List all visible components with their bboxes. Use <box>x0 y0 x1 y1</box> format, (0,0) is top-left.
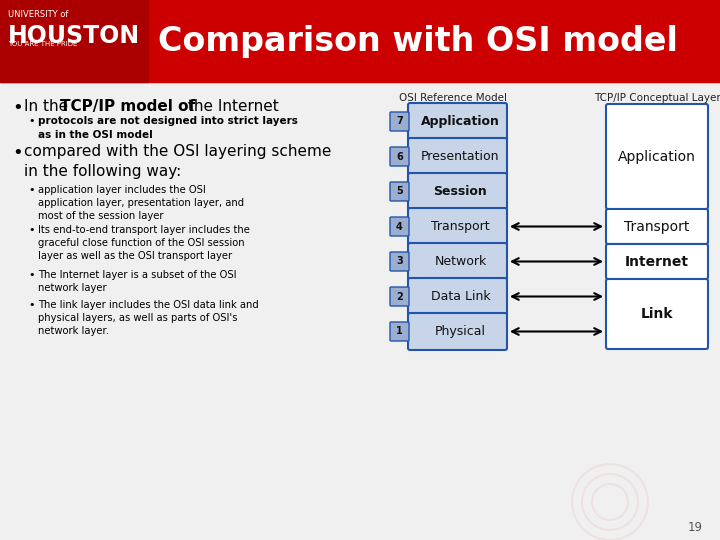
FancyBboxPatch shape <box>390 182 409 201</box>
Text: application layer includes the OSI
application layer, presentation layer, and
mo: application layer includes the OSI appli… <box>38 185 244 221</box>
Text: 3: 3 <box>396 256 403 267</box>
Text: TCP/IP Conceptual Layers: TCP/IP Conceptual Layers <box>594 93 720 103</box>
Text: •: • <box>28 116 35 126</box>
Text: 6: 6 <box>396 152 403 161</box>
Text: Application: Application <box>618 150 696 164</box>
Text: Its end-to-end transport layer includes the
graceful close function of the OSI s: Its end-to-end transport layer includes … <box>38 225 250 261</box>
FancyBboxPatch shape <box>390 287 409 306</box>
Text: The link layer includes the OSI data link and
physical layers, as well as parts : The link layer includes the OSI data lin… <box>38 300 258 336</box>
FancyBboxPatch shape <box>408 278 507 315</box>
FancyBboxPatch shape <box>390 217 409 236</box>
Text: Application: Application <box>421 115 500 128</box>
Text: Comparison with OSI model: Comparison with OSI model <box>158 24 678 57</box>
Text: Transport: Transport <box>624 219 690 233</box>
Text: TCP/IP model of: TCP/IP model of <box>60 99 195 114</box>
Text: •: • <box>12 144 23 162</box>
FancyBboxPatch shape <box>390 147 409 166</box>
Text: UNIVERSITY of: UNIVERSITY of <box>8 10 68 19</box>
Text: •: • <box>28 300 35 310</box>
Text: compared with the OSI layering scheme
in the following way:: compared with the OSI layering scheme in… <box>24 144 331 179</box>
Text: Data Link: Data Link <box>431 290 490 303</box>
Text: •: • <box>28 185 35 195</box>
FancyBboxPatch shape <box>408 138 507 175</box>
FancyBboxPatch shape <box>390 112 409 131</box>
Text: 1: 1 <box>396 327 403 336</box>
Text: 7: 7 <box>396 117 403 126</box>
Text: Session: Session <box>433 185 487 198</box>
Text: Physical: Physical <box>435 325 486 338</box>
FancyBboxPatch shape <box>390 252 409 271</box>
FancyBboxPatch shape <box>408 208 507 245</box>
Text: protocols are not designed into strict layers
as in the OSI model: protocols are not designed into strict l… <box>38 116 298 140</box>
FancyBboxPatch shape <box>408 103 507 140</box>
Text: Transport: Transport <box>431 220 490 233</box>
Bar <box>0 82 720 540</box>
Text: The Internet layer is a subset of the OSI
network layer: The Internet layer is a subset of the OS… <box>38 270 236 293</box>
Text: Link: Link <box>641 307 673 321</box>
FancyBboxPatch shape <box>606 104 708 209</box>
Text: HOUSTON: HOUSTON <box>8 24 140 48</box>
Text: 19: 19 <box>688 521 703 534</box>
Text: 2: 2 <box>396 292 403 301</box>
FancyBboxPatch shape <box>408 173 507 210</box>
Text: •: • <box>28 270 35 280</box>
Text: YOU ARE THE PRIDE: YOU ARE THE PRIDE <box>8 41 77 47</box>
FancyBboxPatch shape <box>408 313 507 350</box>
FancyBboxPatch shape <box>390 322 409 341</box>
Text: Presentation: Presentation <box>421 150 500 163</box>
FancyBboxPatch shape <box>606 279 708 349</box>
Text: OSI Reference Model: OSI Reference Model <box>399 93 507 103</box>
Text: •: • <box>28 225 35 235</box>
Text: In the: In the <box>24 99 73 114</box>
Bar <box>0 0 148 82</box>
Text: 4: 4 <box>396 221 403 232</box>
Text: Internet: Internet <box>625 254 689 268</box>
FancyBboxPatch shape <box>408 243 507 280</box>
Text: Network: Network <box>434 255 487 268</box>
FancyBboxPatch shape <box>606 209 708 244</box>
Text: 5: 5 <box>396 186 403 197</box>
Text: the Internet: the Internet <box>183 99 279 114</box>
Bar <box>0 0 720 82</box>
Text: •: • <box>12 99 23 117</box>
FancyBboxPatch shape <box>606 244 708 279</box>
